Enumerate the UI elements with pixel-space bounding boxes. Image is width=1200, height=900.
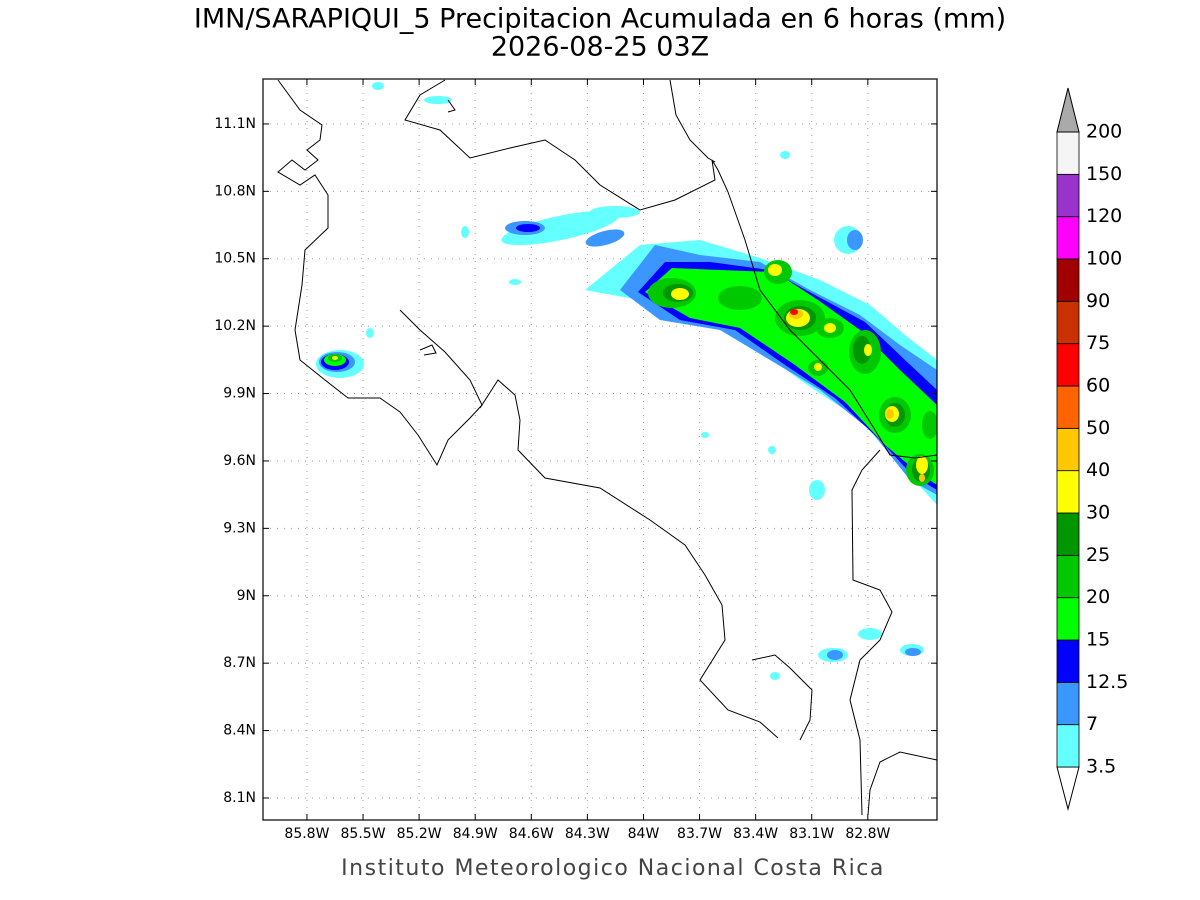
colorbar-label: 60 (1086, 375, 1110, 397)
colorbar-triangle (1056, 87, 1080, 133)
x-tick-label: 83.7W (677, 826, 722, 842)
y-tick-label: 8.4N (223, 723, 256, 739)
colorbar-label: 150 (1086, 163, 1122, 185)
colorbar-label: 30 (1086, 502, 1110, 524)
y-tick-label: 9.6N (223, 453, 256, 469)
colorbar-label: 90 (1086, 290, 1110, 312)
colorbar: 3.5 7 12.5 15 20 25 30 40 50 60 75 90 100 120 150 200 (1056, 87, 1128, 811)
coastlines (277, 79, 937, 816)
colorbar-label: 25 (1086, 544, 1110, 566)
x-tick-label: 84.3W (565, 826, 610, 842)
colorbar-box (1056, 681, 1080, 726)
x-tick-label: 85.2W (397, 826, 442, 842)
rain-red (790, 309, 798, 315)
precipitation (316, 82, 937, 680)
colorbar-box (1056, 300, 1080, 345)
plot-frame (262, 78, 938, 821)
x-tick-label: 84.9W (453, 826, 498, 842)
colorbar-box (1056, 639, 1080, 683)
colorbar-box (1056, 427, 1080, 472)
colorbar-box (1056, 343, 1080, 387)
colorbar-label: 15 (1086, 629, 1110, 651)
x-tick-label: 85.8W (284, 826, 329, 842)
y-tick-label: 9.3N (223, 520, 256, 536)
y-tick-label: 10.2N (214, 318, 256, 334)
colorbar-box (1056, 385, 1080, 429)
x-tick-label: 84.6W (509, 826, 554, 842)
subtitle: 2026-08-25 03Z (491, 32, 709, 63)
colorbar-label: 3.5 (1086, 756, 1116, 778)
colorbar-label: 120 (1086, 205, 1122, 227)
x-tick-label: 83.4W (733, 826, 778, 842)
x-tick-label: 84W (628, 826, 660, 842)
colorbar-label: 200 (1086, 121, 1122, 143)
y-tick-label: 10.8N (214, 183, 256, 199)
colorbar-label: 7 (1086, 713, 1098, 735)
y-tick-label: 8.1N (223, 790, 256, 806)
x-tick-label: 85.5W (341, 826, 386, 842)
colorbar-label: 20 (1086, 586, 1110, 608)
colorbar-box (1056, 470, 1080, 514)
colorbar-box (1056, 554, 1080, 599)
colorbar-label: 50 (1086, 417, 1110, 439)
colorbar-label: 75 (1086, 332, 1110, 354)
colorbar-box (1056, 512, 1080, 556)
colorbar-box (1056, 216, 1080, 260)
title: IMN/SARAPIQUI_5 Precipitacion Acumulada … (194, 4, 1006, 35)
y-tick-label: 10.5N (214, 251, 256, 267)
colorbar-label: 12.5 (1086, 671, 1128, 693)
colorbar-label: 100 (1086, 248, 1122, 270)
colorbar-label: 40 (1086, 459, 1110, 481)
colorbar-triangle (1056, 766, 1080, 811)
y-tick-label: 11.1N (214, 116, 256, 132)
colorbar-box (1056, 131, 1080, 175)
rain-blue (319, 221, 937, 660)
colorbar-box (1056, 724, 1080, 768)
y-tick-label: 9N (237, 588, 256, 604)
x-tick-label: 82.8W (845, 826, 890, 842)
footer: Instituto Meteorologico Nacional Costa R… (341, 856, 885, 881)
colorbar-box (1056, 597, 1080, 641)
grid (263, 79, 937, 820)
colorbar-box (1056, 258, 1080, 302)
x-tick-label: 83.1W (789, 826, 834, 842)
y-tick-label: 8.7N (223, 655, 256, 671)
y-tick-label: 9.9N (223, 386, 256, 402)
colorbar-box (1056, 173, 1080, 218)
